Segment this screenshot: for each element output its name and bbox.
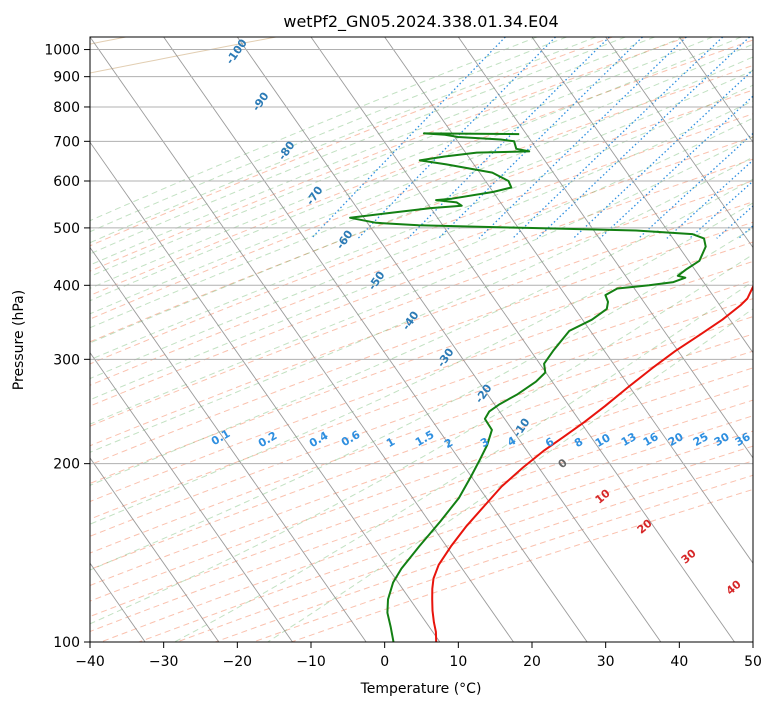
moist-adiabat: [90, 37, 684, 278]
isotherm-line: [90, 351, 293, 642]
isotherm-line: [90, 246, 367, 642]
pressure-gridlines: [90, 49, 753, 643]
y-axis-title: Pressure (hPa): [11, 290, 27, 390]
x-tick-label: 10: [449, 654, 467, 670]
isotherm-line: [236, 37, 662, 642]
y-tick-label: 100: [53, 635, 80, 651]
y-tick-label: 500: [53, 221, 80, 237]
isotherm-line: [163, 37, 588, 642]
chart-title: wetPf2_GN05.2024.338.01.34.E04: [283, 12, 558, 32]
moist-adiabat: [90, 117, 753, 401]
dry-adiabat: [90, 350, 753, 587]
dry-adiabat: [90, 158, 753, 407]
x-tick-label: 40: [670, 654, 688, 670]
dry-adiabat: [90, 383, 753, 617]
mixing-ratio-line: [438, 37, 643, 239]
isotherm-line: [678, 37, 753, 144]
series-group: [349, 132, 753, 642]
plot-frame: [89, 36, 754, 643]
isotherm-line: [90, 457, 220, 642]
x-tick-label: −40: [75, 654, 105, 670]
moist-adiabat: [90, 156, 753, 453]
isotherm-line: [384, 37, 753, 564]
x-tick-label: 20: [523, 654, 541, 670]
x-tick-label: 30: [597, 654, 615, 670]
y-tick-label: 200: [53, 457, 80, 473]
dewpoint-profile: [349, 132, 707, 642]
moist-adiabat: [90, 37, 567, 233]
x-tick-label: 0: [380, 654, 389, 670]
isotherm-line: [605, 37, 753, 249]
temperature-profile: [431, 284, 753, 642]
moist-adiabat: [174, 280, 753, 642]
y-tick-label: 800: [53, 100, 80, 116]
x-tick-label: 50: [744, 654, 762, 670]
x-tick-label: −20: [223, 654, 253, 670]
y-tick-label: 900: [53, 70, 80, 86]
y-tick-label: 700: [53, 134, 80, 150]
isotherm-line: [457, 37, 753, 459]
y-axis: 100 200 300 400 500 600 700 800 900 1000: [44, 43, 90, 651]
dry-adiabat: [90, 113, 753, 365]
moist-adiabat: [90, 37, 742, 302]
moist-adiabat: [90, 253, 753, 625]
mixing-ratio-line: [666, 159, 753, 239]
isotherm-line: [90, 141, 441, 642]
dry-adiabat: [90, 37, 613, 247]
mixing-ratio-line: [310, 37, 506, 239]
moist-adiabat: [90, 178, 753, 486]
moist-adiabat: [90, 37, 713, 289]
moist-adiabat: [90, 136, 753, 425]
moist-adiabat: [90, 69, 753, 344]
y-tick-label: 1000: [44, 43, 80, 59]
isotherm-line: [90, 37, 514, 642]
x-tick-label: −10: [296, 654, 326, 670]
dry-adiabat: [90, 136, 753, 386]
dry-adiabat: [90, 241, 753, 484]
x-axis-title: Temperature (°C): [360, 681, 482, 697]
y-tick-label: 300: [53, 352, 80, 368]
moist-adiabat: [90, 37, 626, 255]
isotherm-line: [531, 37, 753, 354]
dry-adiabat: [90, 37, 688, 272]
dry-adiabat: [90, 180, 753, 427]
moist-adiabat: [90, 56, 753, 329]
moist-adiabat: [90, 37, 655, 266]
mixing-ratio-line: [357, 37, 556, 239]
y-tick-label: 400: [53, 278, 80, 294]
isotherm-line: [310, 37, 735, 642]
x-tick-label: −30: [149, 654, 179, 670]
x-axis: −40 −30 −20 −10 0 10 20 30 40 50: [75, 642, 762, 670]
y-tick-label: 600: [53, 174, 80, 190]
moist-adiabat: [90, 37, 538, 222]
mixing-ratio-line: [599, 95, 753, 239]
background-lines: [90, 37, 753, 642]
moist-adiabat: [90, 84, 753, 361]
dry-adiabat: [90, 201, 753, 447]
mixing-ratio-line: [512, 37, 724, 239]
dry-adiabat: [90, 260, 753, 503]
moist-adiabat: [90, 43, 753, 315]
mixing-ratio-line: [478, 37, 687, 239]
dry-adiabat: [90, 298, 753, 537]
